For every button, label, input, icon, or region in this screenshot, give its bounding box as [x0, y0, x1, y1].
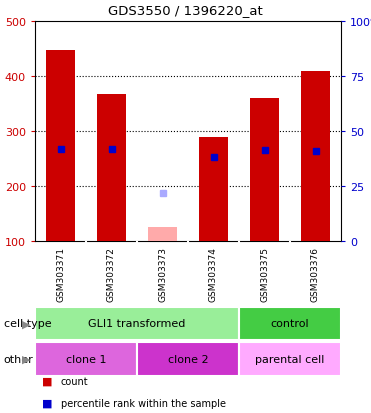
Text: GSM303372: GSM303372	[107, 247, 116, 301]
Text: other: other	[4, 354, 33, 364]
Bar	[35, 307, 239, 340]
Text: cell type: cell type	[4, 319, 51, 329]
Text: count: count	[61, 376, 89, 386]
Text: GDS3550 / 1396220_at: GDS3550 / 1396220_at	[108, 4, 263, 17]
Bar	[137, 342, 239, 376]
Bar	[302, 71, 329, 242]
Bar	[98, 95, 125, 242]
Text: GLI1 transformed: GLI1 transformed	[88, 319, 186, 329]
Text: clone 1: clone 1	[66, 354, 106, 364]
Text: clone 2: clone 2	[168, 354, 208, 364]
Bar	[239, 342, 341, 376]
Bar	[250, 99, 279, 242]
Text: GSM303375: GSM303375	[260, 247, 269, 301]
Bar	[148, 228, 177, 242]
Text: GSM303374: GSM303374	[209, 247, 218, 301]
Text: GSM303373: GSM303373	[158, 247, 167, 301]
Text: parental cell: parental cell	[255, 354, 325, 364]
Text: ■: ■	[42, 398, 53, 408]
Text: ▶: ▶	[22, 319, 30, 329]
Text: ▶: ▶	[22, 354, 30, 364]
Text: GSM303376: GSM303376	[311, 247, 320, 301]
Text: control: control	[271, 319, 309, 329]
Bar	[46, 50, 75, 242]
Bar	[200, 137, 227, 242]
Text: ■: ■	[42, 376, 53, 386]
Text: percentile rank within the sample: percentile rank within the sample	[61, 398, 226, 408]
Bar	[239, 307, 341, 340]
Text: GSM303371: GSM303371	[56, 247, 65, 301]
Bar	[35, 342, 137, 376]
